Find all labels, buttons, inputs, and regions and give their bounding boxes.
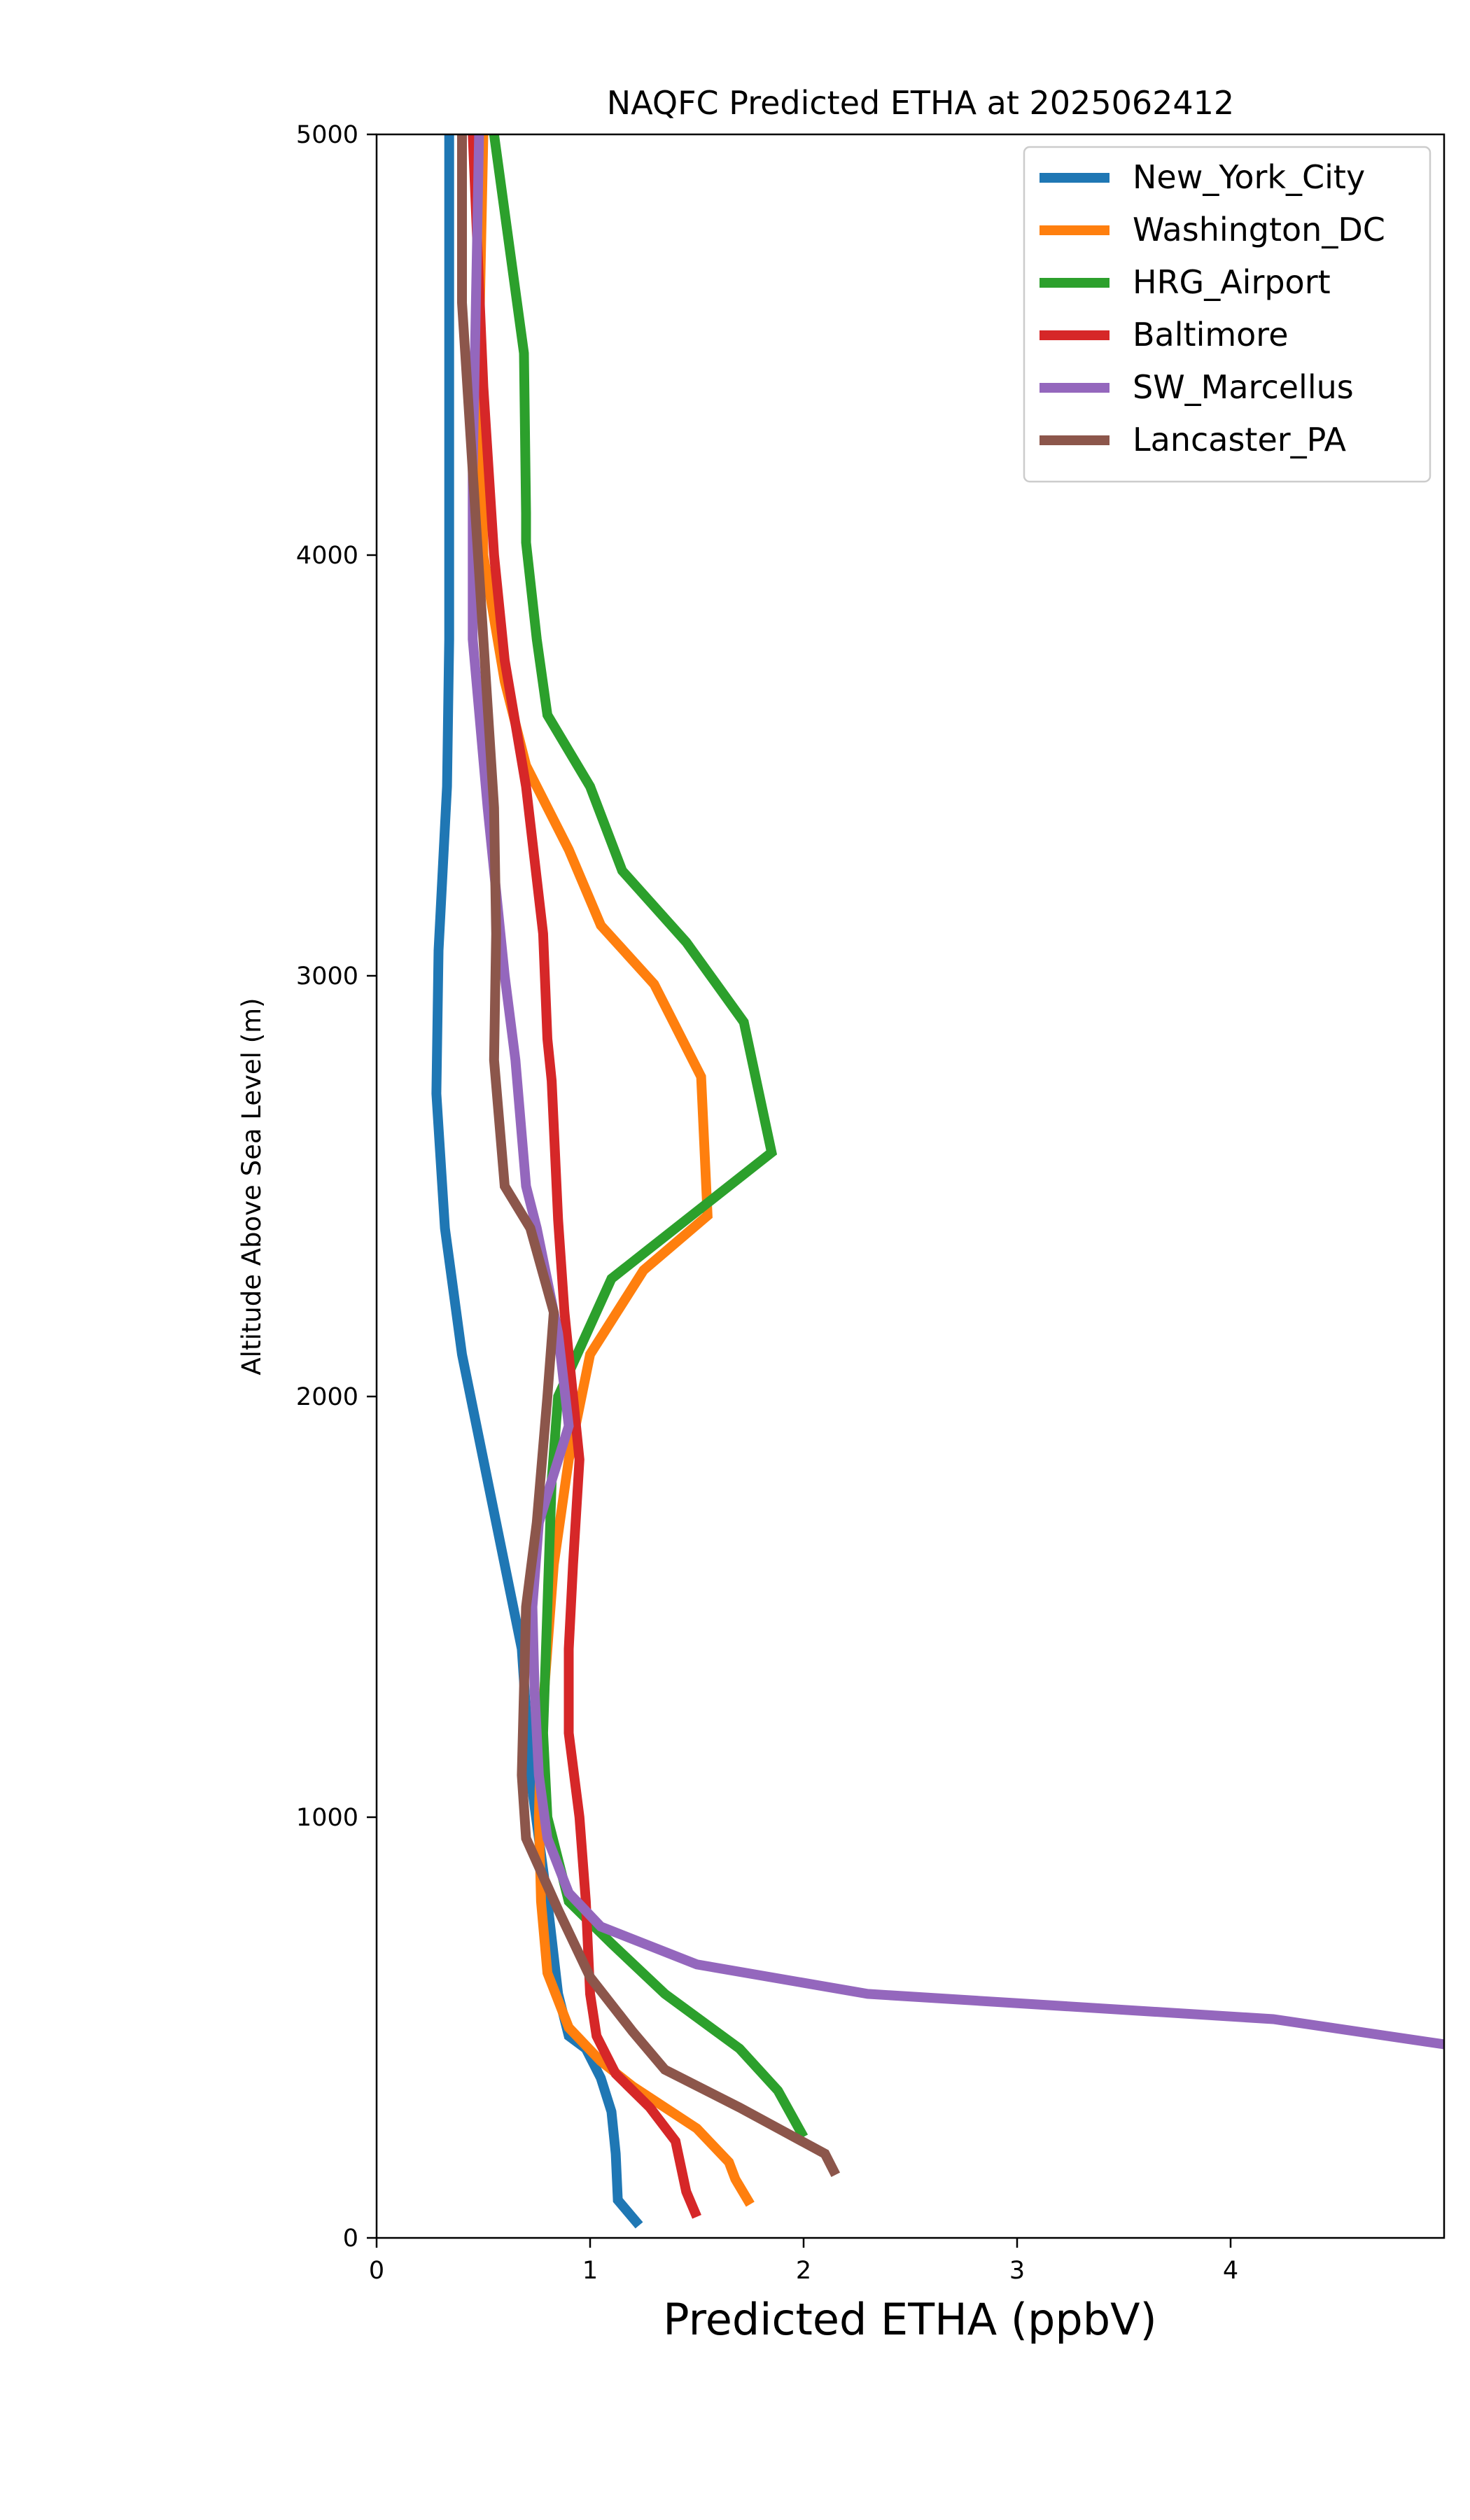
y-tick-label: 3000 [296,962,358,990]
legend-entry-label: New_York_City [1133,158,1365,196]
x-tick-label: 4 [1223,2257,1238,2285]
legend: New_York_City Washington_DC HRG_Airport Bal… [1023,146,1432,483]
legend-entry-label: Lancaster_PA [1133,421,1346,458]
chart-title: NAQFC Predicted ETHA at 2025062412 [607,84,1234,122]
y-tick-label: 5000 [296,121,358,149]
x-tick-label: 3 [1009,2257,1025,2285]
y-tick-label: 0 [343,2225,358,2253]
y-axis: 0 1000 2000 3000 4000 5000 [296,121,377,2253]
legend-entry-label: Washington_DC [1133,211,1385,248]
legend-entry-label: HRG_Airport [1133,263,1331,301]
plot-frame [375,133,1446,2239]
y-tick-label: 2000 [296,1383,358,1411]
y-tick-label: 4000 [296,542,358,570]
y-axis-label: Altitude Above Sea Level (m) [237,997,267,1375]
legend-entry-label: SW_Marcellus [1133,368,1354,406]
legend-entry-label: Baltimore [1133,316,1289,354]
series-line-baltimore [468,134,701,2219]
series-line-lancaster-pa [457,134,841,2177]
x-tick-label: 0 [369,2257,384,2285]
series-layer [431,134,1444,2229]
y-tick-label: 1000 [296,1804,358,1832]
x-axis: 0 1 2 3 4 [369,2238,1238,2285]
series-line-hrg-airport [489,134,808,2140]
legend-box [1023,146,1432,483]
x-tick-label: 1 [582,2257,598,2285]
x-tick-label: 2 [796,2257,811,2285]
x-axis-label: Predicted ETHA (ppbV) [663,2294,1156,2345]
